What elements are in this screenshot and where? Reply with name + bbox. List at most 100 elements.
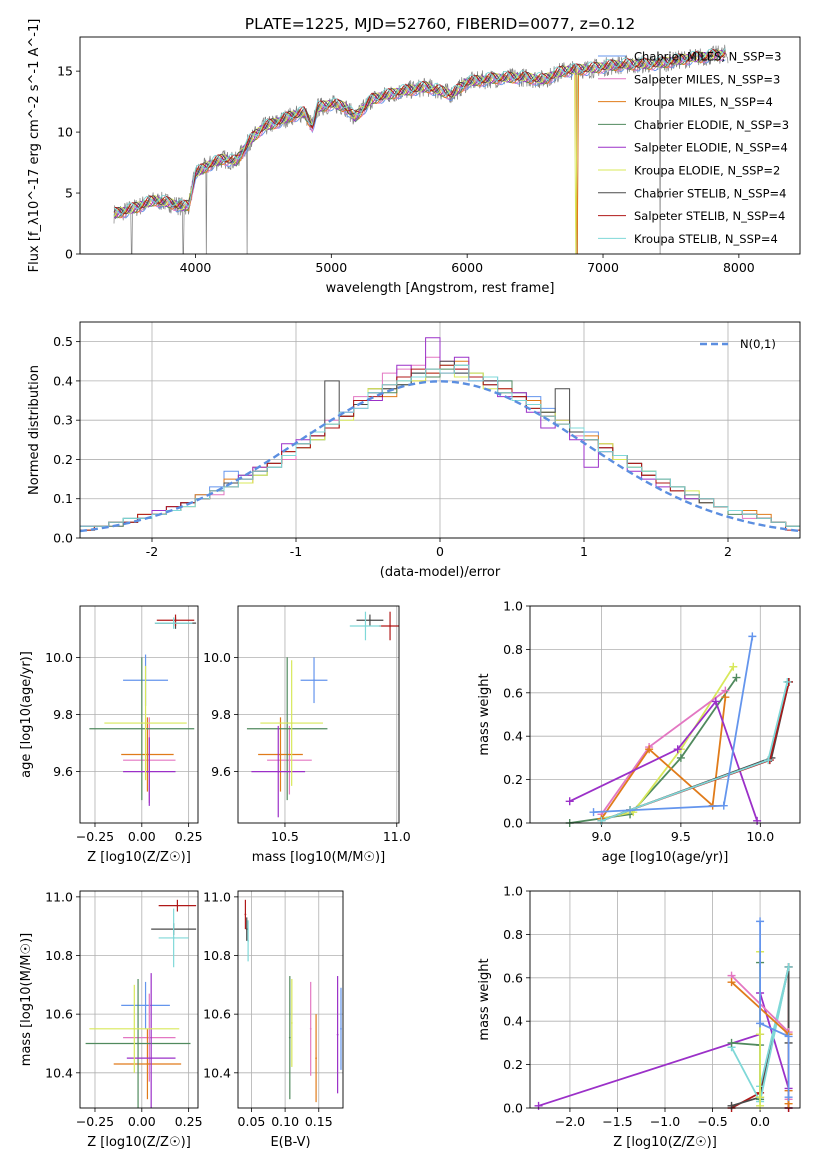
weights_vs_age-ytick-label-4: 0.8 xyxy=(503,642,523,657)
mass_vs_Z-ytick-label-3: 11.0 xyxy=(45,889,73,904)
spectrum-model-line-7 xyxy=(113,49,726,215)
weights_vs_Z-point-5-2 xyxy=(756,1030,765,1039)
age_vs_mass-point-0 xyxy=(313,679,315,682)
mass_vs_ebv-point-5 xyxy=(290,1022,293,1024)
weights_vs_age-point-4-3 xyxy=(753,816,762,825)
weights_vs_age-point-4-2 xyxy=(711,697,720,706)
mass_vs_ebv-xtick-label-1: 0.10 xyxy=(271,1114,299,1129)
weights_vs_Z-xtick-label-4: 0.0 xyxy=(750,1114,770,1129)
weights_vs_Z-point-4-0 xyxy=(727,1038,736,1047)
spectrum-ytick-label-2: 10 xyxy=(57,125,73,140)
weights_vs_Z-point-2-0 xyxy=(727,1101,736,1110)
age_vs_Z-point-2 xyxy=(146,753,149,756)
mass_vs_ebv-point-2 xyxy=(315,1057,317,1060)
age_vs_mass-point-8 xyxy=(364,625,367,627)
age_vs_mass-xtick-label-0: 10.5 xyxy=(271,829,299,844)
age_vs_mass-point-3 xyxy=(286,727,289,730)
weights_vs_age-ytick-label-0: 0.0 xyxy=(503,816,523,831)
weights_vs_Z-xtick-label-1: −1.5 xyxy=(602,1114,632,1129)
mass_vs_Z-point-5 xyxy=(133,1027,136,1030)
mass_vs_Z-xtick-label-2: 0.25 xyxy=(175,1114,203,1129)
weights_vs_age-point-8-1 xyxy=(719,801,728,810)
mass_vs_Z-axes: −0.25 0.00 0.25 10.4 10.6 10.8 11.0 xyxy=(45,889,203,1129)
residuals-xtick-label-4: 2 xyxy=(724,544,732,559)
spectrum-model-line-8 xyxy=(113,48,726,215)
mass_vs_ebv-point-6 xyxy=(245,928,248,931)
mass_vs_Z-ytick-label-2: 10.8 xyxy=(45,948,73,963)
mass_vs_Z-point-7 xyxy=(176,904,179,907)
weights_vs_age-point-8-2 xyxy=(748,632,757,641)
weights_vs_age-series-line-7 xyxy=(601,681,789,822)
residuals-ytick-label-4: 0.4 xyxy=(53,373,73,388)
weights_vs_age-xtick-label-2: 10.0 xyxy=(746,829,774,844)
age_vs_mass-point-2 xyxy=(279,753,282,756)
weights_vs_Z-xtick-label-0: −2.0 xyxy=(555,1114,585,1129)
weights_vs_Z-point-3-2 xyxy=(784,962,793,971)
mass_vs_ebv-xlabel: E(B-V) xyxy=(270,1135,310,1150)
weights_vs_Z-series-line-8 xyxy=(759,921,790,1098)
mass_vs_ebv-point-8 xyxy=(247,939,249,942)
age_vs_Z-axes: −0.25 0.00 0.25 9.6 9.8 10.0 xyxy=(45,606,203,844)
age_vs_Z-ytick-label-1: 9.8 xyxy=(53,707,73,722)
spectrum-legend-label-5: Kroupa ELODIE, N_SSP=2 xyxy=(634,164,780,178)
weights_vs_age-ytick-label-5: 1.0 xyxy=(503,599,523,614)
mass_vs_ebv-axes: 0.05 0.10 0.15 10.4 10.6 10.8 11.0 xyxy=(203,889,343,1129)
age_vs_Z-point-7 xyxy=(174,619,177,622)
weights_vs_age-xlabel: age [log10(age/yr)] xyxy=(602,850,729,865)
mass_vs_ebv-ytick-label-3: 11.0 xyxy=(203,889,231,904)
mass_vs_Z-point-1 xyxy=(148,1036,151,1039)
spectrum-ytick-label-1: 5 xyxy=(65,186,73,201)
residuals-xlabel: (data-model)/error xyxy=(380,565,501,580)
spectrum-model-line-5 xyxy=(113,49,726,254)
age_vs_mass-point-4 xyxy=(277,770,280,773)
age_vs_Z-ytick-label-0: 9.6 xyxy=(53,764,73,779)
weights_vs_Z-point-5-0 xyxy=(756,1101,765,1110)
residuals-xtick-label-0: -2 xyxy=(146,544,158,559)
weights_vs_age-point-3-1 xyxy=(645,745,654,754)
spectrum-model-line-6 xyxy=(113,49,726,215)
weights_vs_age-point-7-3 xyxy=(783,677,792,686)
weights_vs_age-point-7-2 xyxy=(764,756,773,765)
residuals-ytick-label-5: 0.5 xyxy=(53,334,73,349)
age_vs_Z-xtick-label-0: −0.25 xyxy=(76,829,114,844)
mass_vs_ebv-point-7 xyxy=(244,913,247,916)
weights_vs_age-point-4-0 xyxy=(565,797,574,806)
weights_vs_age-point-1-3 xyxy=(729,662,738,671)
weights_vs_age-ytick-label-2: 0.4 xyxy=(503,729,523,744)
weights_vs_age-ylabel: mass weight xyxy=(477,673,492,755)
spectrum-xlabel: wavelength [Angstrom, rest frame] xyxy=(326,281,555,296)
weights_vs_Z-point-8-3 xyxy=(784,1093,793,1102)
age_vs_mass-axes: 10.5 11.0 9.6 9.8 10.0 xyxy=(203,606,411,844)
mass_vs_Z-xlabel: Z [log10(Z/Z☉)] xyxy=(87,1135,191,1150)
figure-title: PLATE=1225, MJD=52760, FIBERID=0077, z=0… xyxy=(245,15,635,33)
weights_vs_Z-ytick-label-4: 0.8 xyxy=(503,927,523,942)
age_vs_Z-point-3 xyxy=(140,727,143,730)
spectrum-legend-label-8: Kroupa STELIB, N_SSP=4 xyxy=(634,232,778,246)
weights_vs_Z-point-7-0 xyxy=(727,978,736,987)
age_vs_mass-frame xyxy=(237,605,400,824)
age_vs_mass-ytick-label-1: 9.8 xyxy=(211,707,231,722)
mass_vs_Z-point-0 xyxy=(144,1004,147,1007)
weights_vs_age-ytick-label-3: 0.6 xyxy=(503,685,523,700)
age_vs_Z-ytick-label-2: 10.0 xyxy=(45,650,73,665)
mass_vs_ebv-point-4 xyxy=(336,1033,339,1036)
mass_vs_Z-point-4 xyxy=(150,1057,153,1060)
mass_vs_ebv-point-1 xyxy=(309,1027,312,1030)
mass_vs_Z-ytick-label-0: 10.4 xyxy=(45,1065,73,1080)
spectrum-axes: 4000 5000 6000 7000 8000 0 5 10 15 xyxy=(57,44,755,275)
weights_vs_age-point-4-1 xyxy=(673,745,682,754)
mass_vs_ebv-point-3 xyxy=(288,1036,291,1039)
age_vs_mass-point-5 xyxy=(290,722,293,724)
weights_vs_Z-point-8-1 xyxy=(756,1019,765,1028)
residuals-xtick-label-3: 1 xyxy=(580,544,588,559)
age_vs_Z-xtick-label-2: 0.25 xyxy=(175,829,203,844)
weights_vs_Z-ytick-label-0: 0.0 xyxy=(503,1101,523,1116)
weights_vs_Z-point-8-0 xyxy=(756,917,765,926)
weights_vs_Z-ytick-label-2: 0.4 xyxy=(503,1014,523,1029)
weights_vs_age-ytick-label-1: 0.2 xyxy=(503,772,523,787)
mass_vs_ebv-xtick-label-2: 0.15 xyxy=(305,1114,333,1129)
weights_vs_age-series-line-3 xyxy=(600,696,727,820)
spectrum-legend-label-7: Salpeter STELIB, N_SSP=4 xyxy=(634,209,785,223)
residuals-ytick-label-2: 0.2 xyxy=(53,452,73,467)
